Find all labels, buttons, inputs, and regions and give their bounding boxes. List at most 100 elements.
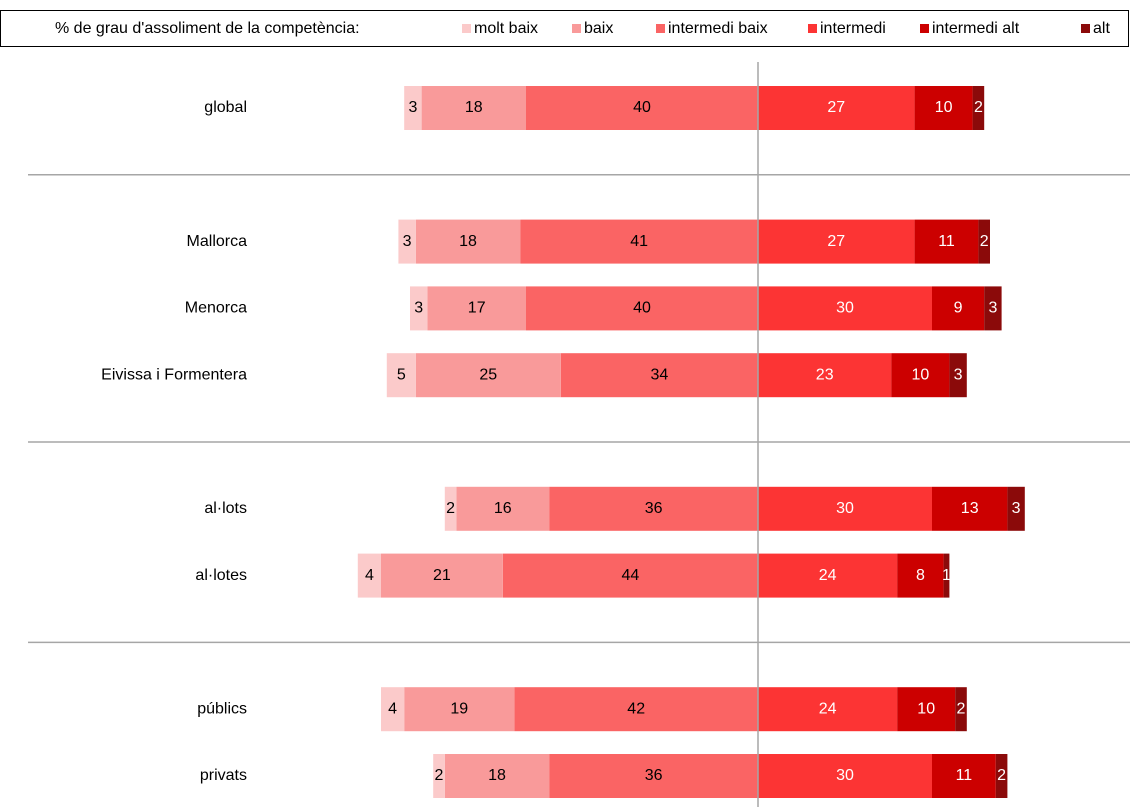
bar-segment [526, 86, 758, 130]
bar-segment [560, 353, 758, 398]
bar-segment [404, 86, 422, 130]
value-label: 13 [961, 500, 979, 517]
legend-swatch [808, 24, 817, 33]
value-label: 3 [414, 300, 423, 317]
category-label: al·lotes [195, 567, 247, 584]
bar-segment [932, 486, 1008, 531]
bar-segment [398, 219, 416, 264]
bar-segment [502, 553, 758, 598]
bar-segment [758, 286, 932, 331]
category-label: Mallorca [187, 233, 248, 250]
bar-segment [415, 219, 521, 264]
bar-segment [758, 553, 898, 598]
legend-box [0, 10, 1129, 47]
bar-segment [526, 286, 758, 331]
value-label: 8 [916, 567, 925, 584]
bar-segment [1007, 486, 1025, 531]
value-label: 21 [433, 567, 451, 584]
value-label: 18 [465, 99, 483, 116]
bar-segment [932, 286, 985, 331]
legend-label: intermedi baix [668, 20, 768, 37]
value-label: 2 [957, 700, 966, 717]
value-label: 3 [408, 99, 417, 116]
bar-segment [897, 553, 944, 598]
value-label: 25 [479, 366, 497, 383]
value-label: 36 [645, 500, 663, 517]
value-label: 3 [954, 366, 963, 383]
bar-segment [978, 219, 990, 264]
bar-segment [891, 353, 950, 398]
value-label: 17 [468, 300, 486, 317]
value-label: 10 [935, 99, 953, 116]
bar-segment [972, 86, 985, 130]
value-label: 1 [942, 567, 951, 584]
bar-segment [758, 754, 932, 798]
legend-swatch [462, 24, 471, 33]
value-label: 44 [622, 567, 640, 584]
legend-swatch [656, 24, 665, 33]
bar-segment [758, 219, 915, 264]
legend-title: % de grau d'assoliment de la competència… [55, 20, 360, 37]
bar-segment [897, 687, 956, 732]
value-label: 4 [365, 567, 374, 584]
value-label: 42 [627, 700, 645, 717]
bar-segment [914, 86, 973, 130]
bar-segment [381, 687, 405, 732]
bar-segment [433, 754, 445, 798]
bar-segment [357, 553, 381, 598]
bar-segment [984, 286, 1002, 331]
category-label: Eivissa i Formentera [101, 366, 247, 383]
category-label: al·lots [204, 500, 247, 517]
value-label: 2 [446, 500, 455, 517]
value-label: 19 [450, 700, 468, 717]
value-label: 30 [836, 767, 854, 784]
value-label: 36 [645, 767, 663, 784]
bar-segment [381, 553, 503, 598]
value-label: 16 [494, 500, 512, 517]
value-label: 27 [827, 233, 845, 250]
value-label: 4 [388, 700, 397, 717]
legend-swatch [572, 24, 581, 33]
value-label: 18 [459, 233, 477, 250]
value-label: 40 [633, 99, 651, 116]
value-label: 30 [836, 500, 854, 517]
value-label: 3 [1012, 500, 1021, 517]
bar-segment [758, 353, 892, 398]
bar-segment [514, 687, 758, 732]
value-label: 30 [836, 300, 854, 317]
bar-segment [421, 86, 526, 130]
value-label: 10 [917, 700, 935, 717]
value-label: 11 [956, 767, 973, 784]
bar-segment [456, 486, 550, 531]
value-label: 41 [630, 233, 648, 250]
value-label: 11 [938, 233, 955, 250]
legend-label: intermedi alt [932, 20, 1020, 37]
legend-swatch [920, 24, 929, 33]
value-label: 9 [954, 300, 963, 317]
legend-label: alt [1093, 20, 1110, 37]
legend-label: intermedi [820, 20, 886, 37]
bar-segment [758, 687, 898, 732]
value-label: 2 [435, 767, 444, 784]
bar-segment [386, 353, 416, 398]
category-label: Menorca [185, 300, 247, 317]
value-label: 18 [488, 767, 506, 784]
bar-segment [444, 486, 457, 531]
bar-segment [932, 754, 996, 798]
legend-label: baix [584, 20, 613, 37]
value-label: 2 [980, 233, 989, 250]
value-label: 27 [827, 99, 845, 116]
legend-swatch [1081, 24, 1090, 33]
bar-segment [758, 486, 932, 531]
category-label: global [204, 99, 247, 116]
value-label: 24 [819, 567, 837, 584]
bar-segment [549, 486, 758, 531]
value-label: 5 [397, 366, 406, 383]
value-label: 2 [997, 767, 1006, 784]
value-label: 34 [651, 366, 669, 383]
category-label: privats [200, 767, 247, 784]
bar-segment [410, 286, 428, 331]
legend-label: molt baix [474, 20, 538, 37]
bar-segment [549, 754, 758, 798]
